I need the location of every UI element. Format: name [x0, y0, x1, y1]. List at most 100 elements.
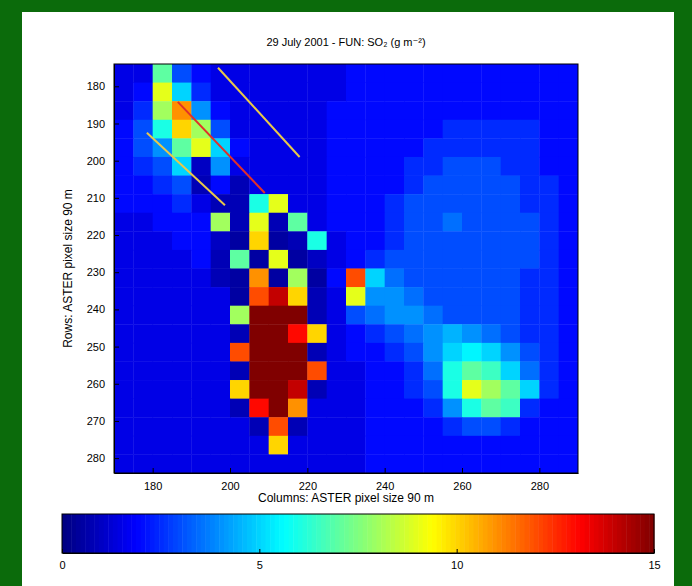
heatmap-cell: [230, 250, 250, 269]
heatmap-cell: [211, 454, 231, 473]
heatmap-cell: [423, 83, 443, 102]
colorbar-swatch: [358, 514, 363, 553]
heatmap-cell: [501, 343, 521, 362]
heatmap-cell: [114, 138, 134, 157]
heatmap-cell: [462, 380, 482, 399]
colorbar-swatch: [390, 514, 395, 553]
heatmap-cell: [307, 101, 327, 120]
heatmap-cell: [520, 194, 540, 213]
axis-line: [115, 473, 579, 474]
heatmap-cell: [269, 361, 289, 380]
heatmap-cell: [211, 101, 231, 120]
axis-line: [114, 65, 115, 474]
annotation-line: [178, 102, 265, 193]
heatmap-cell: [307, 306, 327, 325]
heatmap-cell: [211, 361, 231, 380]
tick: 280: [87, 452, 119, 464]
colorbar-swatch: [205, 514, 210, 553]
colorbar-swatch: [238, 514, 243, 553]
colorbar-swatch: [525, 514, 530, 553]
heatmap-cell: [172, 213, 192, 232]
heatmap-cell: [172, 399, 192, 418]
heatmap-cell: [346, 287, 366, 306]
heatmap-cell: [481, 417, 501, 436]
colorbar-swatch: [381, 514, 386, 553]
colorbar-swatch: [316, 514, 321, 553]
tick-mark: [114, 235, 119, 236]
colorbar-swatch: [224, 514, 229, 553]
heatmap-cell: [307, 157, 327, 176]
heatmap-cell: [191, 269, 211, 288]
colorbar-swatch: [571, 514, 576, 553]
heatmap-cell: [269, 231, 289, 250]
heatmap-cell: [269, 101, 289, 120]
heatmap-cell: [365, 213, 385, 232]
heatmap-cell: [443, 231, 463, 250]
tick-mark: [114, 309, 119, 310]
heatmap-cell: [423, 213, 443, 232]
tick-mark: [153, 468, 154, 473]
heatmap-cell: [230, 64, 250, 83]
heatmap-cell: [462, 101, 482, 120]
tick-label: 15: [648, 559, 660, 571]
heatmap-cell: [501, 269, 521, 288]
heatmap-cell: [346, 138, 366, 157]
colorbar-swatch: [252, 514, 257, 553]
colorbar-swatch: [233, 514, 238, 553]
heatmap-cell: [230, 231, 250, 250]
heatmap-cell: [269, 306, 289, 325]
heatmap-cell: [307, 380, 327, 399]
colorbar-swatch: [515, 514, 520, 553]
heatmap-cell: [365, 287, 385, 306]
heatmap-cell: [365, 436, 385, 455]
heatmap-cell: [307, 64, 327, 83]
heatmap-cell: [114, 157, 134, 176]
heatmap-cell: [211, 399, 231, 418]
heatmap-cell: [269, 343, 289, 362]
colorbar-swatch: [377, 514, 382, 553]
heatmap-cell: [133, 417, 153, 436]
tick: 260: [87, 378, 119, 390]
heatmap-cell: [462, 120, 482, 139]
heatmap-cell: [191, 361, 211, 380]
heatmap-cell: [211, 324, 231, 343]
colorbar-axis: 051015: [59, 549, 660, 571]
heatmap-cell: [269, 194, 289, 213]
heatmap-cell: [249, 194, 269, 213]
heatmap-cell: [501, 157, 521, 176]
heatmap-cell: [153, 454, 173, 473]
heatmap-cell: [269, 324, 289, 343]
plot-frame: [114, 64, 578, 473]
heatmap-cell: [172, 324, 192, 343]
tick: 280: [531, 468, 549, 492]
heatmap-cell: [288, 436, 308, 455]
annotation-line: [147, 133, 225, 206]
heatmap-cell: [114, 269, 134, 288]
heatmap-cell: [307, 231, 327, 250]
heatmap-cell: [249, 138, 269, 157]
heatmap-cell: [481, 343, 501, 362]
heatmap-cell: [307, 138, 327, 157]
colorbar-swatch: [178, 514, 183, 553]
heatmap-cell: [462, 306, 482, 325]
heatmap-cell: [365, 269, 385, 288]
heatmap-cell: [249, 64, 269, 83]
tick: 210: [87, 192, 119, 204]
colorbar-swatch: [427, 514, 432, 553]
heatmap-cell: [191, 83, 211, 102]
heatmap-cell: [539, 287, 559, 306]
heatmap-cell: [269, 250, 289, 269]
colorbar-swatch: [437, 514, 442, 553]
colorbar-swatch: [215, 514, 220, 553]
heatmap-cell: [404, 157, 424, 176]
colorbar-swatch: [455, 514, 460, 553]
heatmap-cell: [539, 157, 559, 176]
heatmap-cell: [520, 343, 540, 362]
heatmap-cell: [462, 454, 482, 473]
heatmap-cell: [172, 194, 192, 213]
colorbar-swatch: [104, 514, 109, 553]
tick-label: 260: [87, 378, 105, 390]
colorbar-swatch: [552, 514, 557, 553]
heatmap-cell: [172, 64, 192, 83]
heatmap-cell: [307, 83, 327, 102]
